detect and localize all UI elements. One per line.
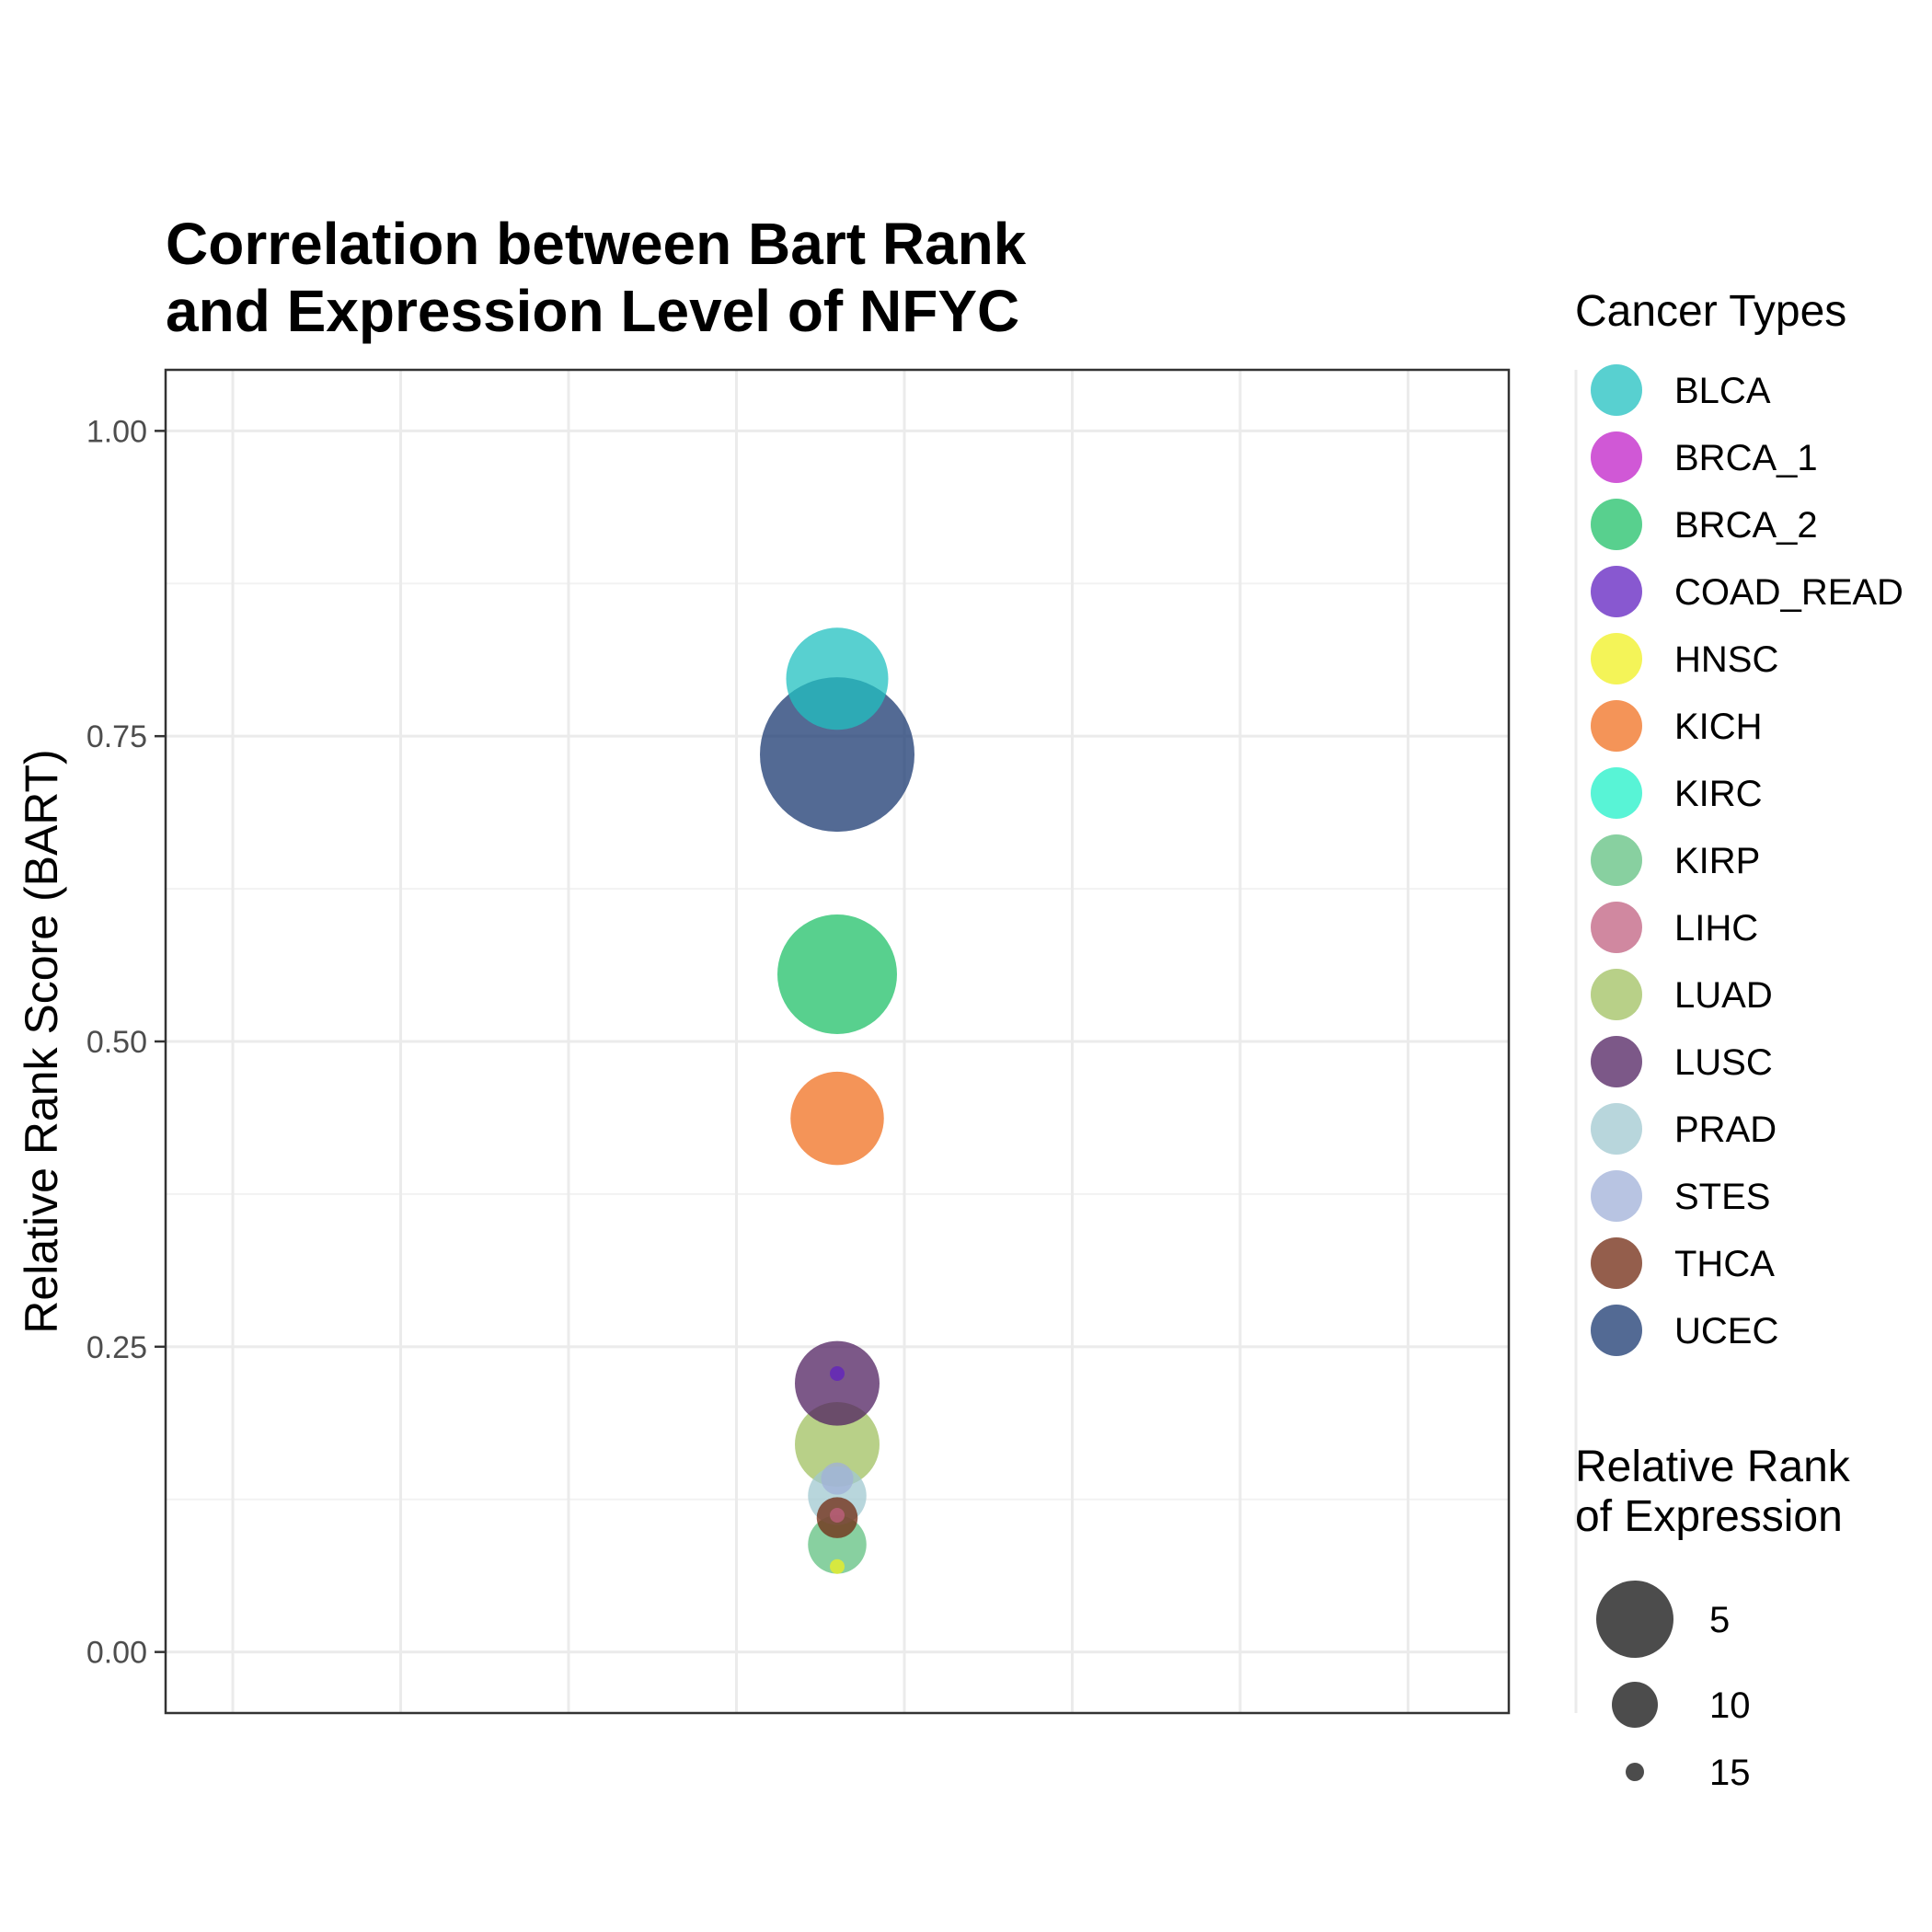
legend-item-ucec: UCEC (1591, 1305, 1778, 1356)
legend-label-stes: STES (1674, 1177, 1770, 1217)
data-point-lusc (795, 1340, 880, 1426)
y-tick-label: 0.00 (86, 1636, 147, 1671)
legend-label-prad: PRAD (1674, 1110, 1777, 1150)
legend-item-luad: LUAD (1591, 969, 1773, 1020)
y-tick-label: 1.00 (86, 414, 147, 449)
legend-item-lihc: LIHC (1591, 902, 1758, 953)
legend-label-thca: THCA (1674, 1244, 1775, 1284)
legend-label-kirp: KIRP (1674, 841, 1760, 881)
legend-size-title-line1: Relative Rank (1575, 1443, 1851, 1491)
legend-item-kirp: KIRP (1591, 834, 1760, 886)
legend-item-brca_2: BRCA_2 (1591, 499, 1818, 550)
legend-key-luad (1591, 969, 1642, 1020)
data-points (760, 627, 914, 1574)
legend-key-brca_1 (1591, 431, 1642, 483)
y-axis-ticks: 0.00 0.25 0.50 0.75 1.00 (86, 414, 166, 1671)
legend-label-luad: LUAD (1674, 975, 1773, 1016)
grid-major (166, 370, 1578, 1713)
legend-key-kich (1591, 700, 1642, 752)
chart-title-line1: Correlation between Bart Rank (166, 211, 1027, 277)
legend-key-prad (1591, 1103, 1642, 1155)
legend-item-thca: THCA (1591, 1237, 1775, 1289)
y-tick-label: 0.25 (86, 1330, 147, 1365)
legend-item-prad: PRAD (1591, 1103, 1777, 1155)
legend-item-stes: STES (1591, 1170, 1770, 1222)
data-point-luad (795, 1402, 880, 1487)
legend-key-kirp (1591, 834, 1642, 886)
legend-key-brca_2 (1591, 499, 1642, 550)
legend-label-brca_2: BRCA_2 (1674, 505, 1818, 546)
legend-item-blca: BLCA (1591, 364, 1771, 416)
legend-label-kich: KICH (1674, 707, 1763, 747)
legend-item-brca_1: BRCA_1 (1591, 431, 1818, 483)
grid-minor (166, 582, 1509, 1501)
legend-item-kich: KICH (1591, 700, 1763, 752)
legend-colors: BLCA BRCA_1 BRCA_2 COAD_READ HNSC KICH KIRC KIR… (1591, 364, 1903, 1356)
legend-item-coad_read: COAD_READ (1591, 566, 1903, 617)
legend-key-thca (1591, 1237, 1642, 1289)
size-legend-label-5: 5 (1709, 1600, 1730, 1640)
legend-key-kirc (1591, 767, 1642, 819)
size-legend-item-15: 15 (1626, 1753, 1751, 1793)
data-point-lihc (830, 1507, 845, 1523)
legend-label-ucec: UCEC (1674, 1311, 1778, 1351)
legend-label-blca: BLCA (1674, 371, 1771, 411)
data-point-stes (821, 1462, 854, 1495)
legend-key-blca (1591, 364, 1642, 416)
legend-color-title: Cancer Types (1575, 287, 1846, 336)
legend-item-hnsc: HNSC (1591, 633, 1778, 684)
data-point-coad_read (830, 1366, 845, 1382)
size-legend-label-10: 10 (1709, 1685, 1751, 1726)
size-legend-item-5: 5 (1596, 1581, 1730, 1658)
legend-label-coad_read: COAD_READ (1674, 572, 1903, 613)
data-point-blca (786, 627, 889, 730)
size-legend-key-5 (1596, 1581, 1673, 1658)
legend-key-lihc (1591, 902, 1642, 953)
chart-title-line2: and Expression Level of NFYC (166, 278, 1019, 344)
size-legend-key-15 (1626, 1763, 1644, 1781)
data-point-hnsc (830, 1558, 845, 1574)
size-legend-key-10 (1612, 1682, 1658, 1728)
legend-item-lusc: LUSC (1591, 1036, 1773, 1087)
data-point-brca_2 (777, 914, 897, 1034)
y-tick-label: 0.50 (86, 1025, 147, 1060)
legend-key-stes (1591, 1170, 1642, 1222)
legend-item-kirc: KIRC (1591, 767, 1763, 819)
size-legend-label-15: 15 (1709, 1753, 1751, 1793)
legend-label-hnsc: HNSC (1674, 639, 1778, 680)
legend-label-lihc: LIHC (1674, 908, 1758, 949)
legend-key-lusc (1591, 1036, 1642, 1087)
data-point-kich (790, 1071, 884, 1166)
y-axis-label: Relative Rank Score (BART) (16, 749, 67, 1333)
legend-key-coad_read (1591, 566, 1642, 617)
legend-key-ucec (1591, 1305, 1642, 1356)
legend-label-kirc: KIRC (1674, 774, 1763, 814)
legend-label-lusc: LUSC (1674, 1042, 1773, 1083)
legend-label-brca_1: BRCA_1 (1674, 438, 1818, 478)
size-legend-item-10: 10 (1612, 1682, 1751, 1728)
legend-key-hnsc (1591, 633, 1642, 684)
data-point-ucec (760, 677, 914, 833)
y-tick-label: 0.75 (86, 719, 147, 754)
legend-sizes: 5 10 15 (1596, 1581, 1751, 1793)
legend-size-title-line2: of Expression (1575, 1492, 1843, 1541)
